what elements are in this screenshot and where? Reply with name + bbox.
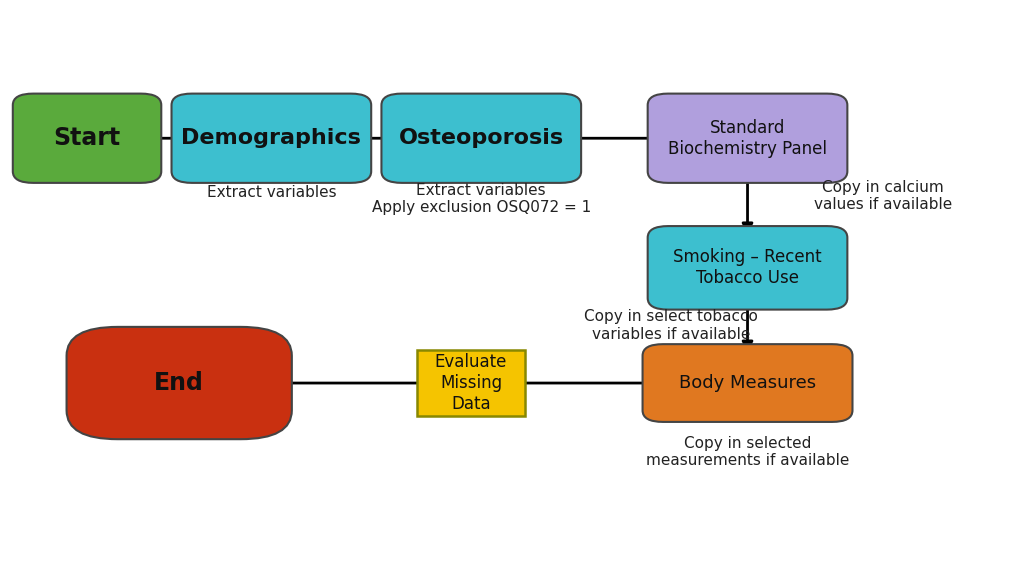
FancyBboxPatch shape <box>13 93 162 183</box>
Text: Osteoporosis: Osteoporosis <box>398 128 564 148</box>
Text: End: End <box>155 371 204 395</box>
Text: Copy in selected
measurements if available: Copy in selected measurements if availab… <box>646 436 849 468</box>
FancyBboxPatch shape <box>647 93 847 183</box>
Text: Standard
Biochemistry Panel: Standard Biochemistry Panel <box>668 119 827 158</box>
Text: Copy in select tobacco
variables if available: Copy in select tobacco variables if avai… <box>584 309 758 342</box>
Text: Copy in calcium
values if available: Copy in calcium values if available <box>814 180 952 212</box>
FancyBboxPatch shape <box>381 93 581 183</box>
Text: Body Measures: Body Measures <box>679 374 816 392</box>
FancyBboxPatch shape <box>647 226 847 310</box>
Text: Evaluate
Missing
Data: Evaluate Missing Data <box>435 353 507 413</box>
Text: Extract variables
Apply exclusion OSQ072 = 1: Extract variables Apply exclusion OSQ072… <box>372 183 591 215</box>
FancyBboxPatch shape <box>172 93 372 183</box>
FancyBboxPatch shape <box>643 344 852 422</box>
FancyBboxPatch shape <box>67 327 292 439</box>
Text: Extract variables: Extract variables <box>207 185 336 200</box>
Text: Demographics: Demographics <box>181 128 361 148</box>
Text: Smoking – Recent
Tobacco Use: Smoking – Recent Tobacco Use <box>673 248 822 287</box>
FancyBboxPatch shape <box>418 350 525 416</box>
Text: Start: Start <box>53 126 121 150</box>
